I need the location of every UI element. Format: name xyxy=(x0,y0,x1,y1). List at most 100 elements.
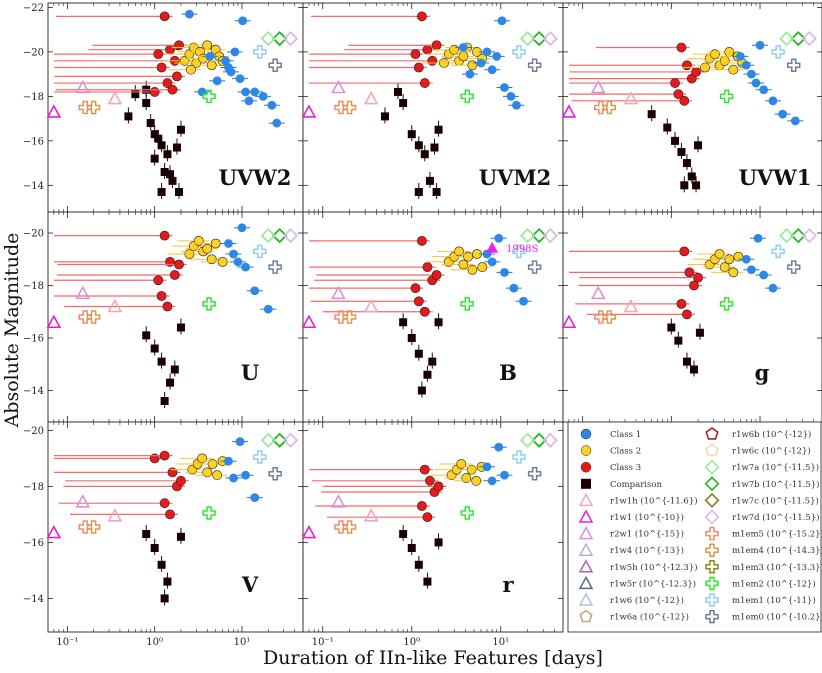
x-tick-label: 10¹ xyxy=(234,637,251,648)
legend-label: r1w7a (10^{-11.5}) xyxy=(732,462,819,473)
legend-label: r1w5h (10^{-12.3}) xyxy=(610,562,698,573)
comparison-point xyxy=(407,544,416,552)
model-diamond xyxy=(282,432,299,448)
class1-point xyxy=(224,63,233,72)
class1-point xyxy=(509,283,519,293)
model-triangle xyxy=(107,508,123,522)
legend-label: Class 3 xyxy=(610,463,641,473)
class1-point xyxy=(482,462,492,472)
class2-point xyxy=(202,467,213,478)
class1-point xyxy=(506,91,516,101)
class3-point xyxy=(419,78,430,88)
legend-entry: r1w6c (10^{-12}) xyxy=(705,443,811,457)
class3-point xyxy=(676,42,687,53)
class3-point xyxy=(165,44,175,55)
model-plus xyxy=(719,297,734,311)
class3-point xyxy=(673,89,684,100)
class3-point xyxy=(693,272,703,283)
y-tick-label: −18 xyxy=(23,92,44,103)
comparison-point xyxy=(142,99,151,108)
x-tick-label: 10⁰ xyxy=(403,637,420,648)
comparison-point xyxy=(163,577,172,586)
class3-point xyxy=(169,270,180,280)
class3-point xyxy=(159,450,170,461)
class1-point xyxy=(759,85,769,95)
class1-point xyxy=(185,9,194,19)
legend-entry: r1w7d (10^{-11.5}) xyxy=(704,509,819,525)
model-plus xyxy=(602,100,617,115)
y-axis-label: Absolute Magnitude xyxy=(1,233,23,429)
x-tick-label: 10¹ xyxy=(492,637,509,648)
y-tick-label: −16 xyxy=(23,136,44,147)
class3-point xyxy=(156,291,167,301)
model-plus xyxy=(786,260,801,274)
class3-point xyxy=(431,270,442,280)
legend-entry: m1em4 (10^{-14.3}) xyxy=(705,543,822,557)
class1-point xyxy=(487,257,497,267)
legend-marker xyxy=(705,543,719,557)
class3-point xyxy=(679,246,690,257)
legend-label: Comparison xyxy=(610,480,662,490)
model-triangle xyxy=(623,298,639,313)
class3-point xyxy=(427,55,438,66)
comparison-point xyxy=(420,150,429,159)
legend-label: r1w6b (10^{-12}) xyxy=(732,429,811,440)
class1-point xyxy=(229,249,238,259)
class1-point xyxy=(205,51,215,61)
class3-point xyxy=(174,259,184,270)
legend: Class 1 Class 2 Class 3 Comparison r1w1h (10… xyxy=(567,421,822,633)
model-plus xyxy=(460,297,474,311)
model-plus xyxy=(512,450,526,464)
legend-entry: r1w5h (10^{-12.3}) xyxy=(578,559,698,573)
comparison-point xyxy=(687,172,696,181)
class3-point xyxy=(167,84,178,95)
class2-point xyxy=(463,251,474,262)
comparison-point xyxy=(170,365,179,374)
class2-point xyxy=(471,475,482,486)
panel-UVW2: −22 −20 −18 −16 −14 UVW2 xyxy=(23,2,304,213)
comparison-point xyxy=(417,386,426,395)
comparison-point xyxy=(407,334,416,342)
class2-point xyxy=(714,249,725,259)
comparison-point xyxy=(157,141,166,150)
model-triangle xyxy=(331,79,346,94)
class2-point xyxy=(439,58,449,68)
model-triangle xyxy=(363,90,379,105)
comparison-point xyxy=(414,141,423,150)
model-triangle xyxy=(75,285,91,300)
legend-entry: r2w1 (10^{-15}) xyxy=(578,526,684,540)
model-diamond xyxy=(519,30,536,47)
legend-entry: Class 2 xyxy=(580,445,641,457)
panel-V: −20 −18 −16 −14 10⁻¹ 10⁰ 10¹ V xyxy=(23,421,304,648)
model-triangle xyxy=(590,79,606,94)
class1-point xyxy=(747,69,756,79)
legend-entry: r1w6a (10^{-12}) xyxy=(579,609,689,623)
class3-point xyxy=(410,49,421,60)
comparison-point xyxy=(176,125,185,134)
class3-point xyxy=(413,62,424,73)
class1-point xyxy=(487,65,497,75)
class2-point xyxy=(728,64,739,75)
panel-frame xyxy=(302,421,564,633)
class3-point xyxy=(159,230,170,241)
x-tick-label: 10⁰ xyxy=(146,637,163,648)
comparison-point xyxy=(150,154,159,163)
class1-point xyxy=(755,40,765,50)
legend-label: r1w7c (10^{-11.5}) xyxy=(732,495,819,506)
class3-point xyxy=(682,309,692,320)
class2-point xyxy=(202,40,213,51)
model-triangle xyxy=(590,285,606,300)
comparison-point xyxy=(160,397,169,405)
class3-point xyxy=(679,95,690,106)
y-tick-label: −14 xyxy=(23,594,44,605)
comparison-point xyxy=(695,328,704,337)
class1-point xyxy=(250,87,260,97)
class1-point xyxy=(500,267,509,277)
y-tick-label: −20 xyxy=(23,47,44,58)
class1-point xyxy=(272,118,282,128)
legend-label: r1w1h (10^{-11.6}) xyxy=(610,495,698,506)
class3-point xyxy=(419,306,430,317)
class1-point xyxy=(233,257,243,267)
comparison-point xyxy=(142,331,151,340)
legend-label: m1em3 (10^{-13.3}) xyxy=(732,562,822,573)
